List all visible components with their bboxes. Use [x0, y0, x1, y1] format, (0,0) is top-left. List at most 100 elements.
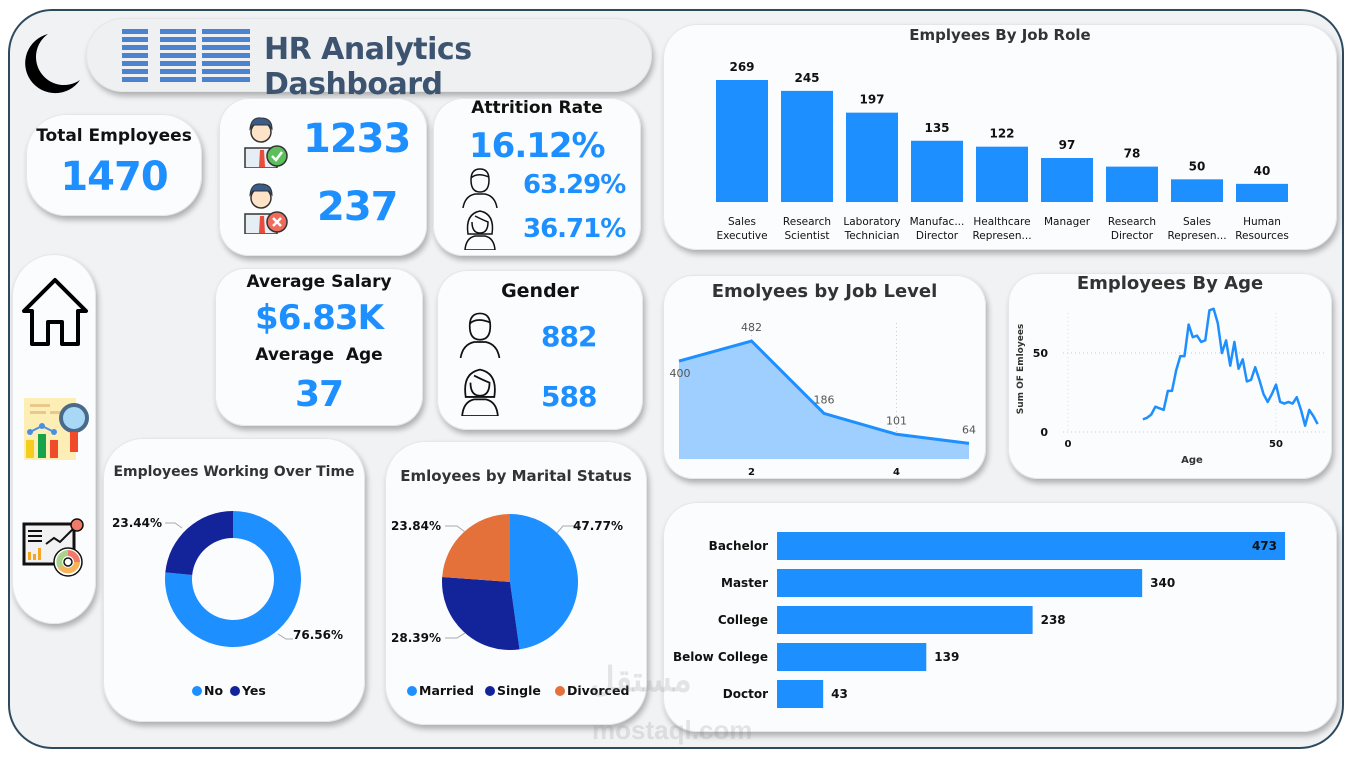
overtime-legend-marker	[230, 686, 240, 696]
gender-card: Gender 882 588	[437, 270, 643, 430]
job-role-category-label: Scientist	[784, 230, 829, 242]
age-chart: 0 50 0 50 Age Sum OF Emloyees	[1016, 307, 1326, 466]
employee-status-card: 1233 237	[219, 98, 427, 256]
overtime-slice	[165, 511, 233, 575]
job-role-category-label: Manager	[1044, 216, 1091, 228]
marital-legend-label: Divorced	[567, 683, 629, 698]
overtime-chart-card: Employees Working Over Time 76.56% 23.44%…	[103, 438, 365, 722]
education-bar-value: 473	[1252, 539, 1277, 553]
dashboard-chart-icon[interactable]	[22, 516, 88, 578]
marital-data-label: 28.39%	[391, 631, 441, 645]
job-role-bar-value: 78	[1124, 147, 1141, 161]
education-bar	[777, 569, 1143, 597]
education-category-label: Below College	[673, 650, 768, 664]
male-icon	[459, 312, 501, 358]
job-role-category-label: Technician	[844, 230, 900, 242]
male-count: 882	[541, 320, 597, 353]
header-card: IBM HR Analytics Dashboard	[86, 18, 652, 102]
overtime-slice	[165, 511, 301, 647]
education-bar	[777, 606, 1033, 634]
job-role-bar-value: 122	[989, 127, 1014, 141]
age-y-tick: 0	[1040, 426, 1048, 439]
job-role-category-label: Research	[783, 216, 831, 228]
job-role-chart: 269 Sales Executive 245 Research Scientist 197…	[716, 60, 1289, 242]
job-role-category-label: Human	[1243, 216, 1281, 228]
job-level-data-label: 482	[741, 321, 762, 334]
overtime-legend-marker	[192, 686, 202, 696]
job-level-line	[678, 339, 970, 445]
job-role-category-label: Manufac...	[910, 216, 965, 228]
job-role-category-label: Director	[1111, 230, 1154, 242]
education-bar-value: 340	[1150, 576, 1175, 590]
job-role-bar	[716, 80, 768, 202]
attrition-female-pct: 36.71%	[523, 214, 626, 244]
job-level-data-label: 101	[886, 414, 907, 427]
job-role-category-label: Director	[916, 230, 959, 242]
job-role-bar	[1171, 179, 1223, 202]
salary-age-card: Average Salary $6.83K Average Age 37	[215, 268, 423, 426]
job-level-x-tick: 2	[748, 467, 755, 478]
marital-legend-marker	[485, 686, 495, 696]
job-role-category-label: Sales	[1183, 216, 1211, 228]
marital-data-label: 23.84%	[391, 519, 441, 533]
job-role-category-label: Laboratory	[843, 216, 900, 228]
job-role-bar-value: 269	[729, 60, 754, 74]
total-employees-label: Total Employees	[36, 126, 192, 146]
job-role-bar	[911, 140, 963, 202]
education-bar-value: 238	[1041, 613, 1066, 627]
job-role-bar-value: 40	[1254, 164, 1271, 178]
job-role-category-label: Research	[1108, 216, 1156, 228]
marital-slice	[442, 577, 520, 650]
education-category-label: Doctor	[723, 687, 768, 701]
job-level-chart-title: Emolyees by Job Level	[711, 281, 938, 302]
sidebar	[12, 254, 96, 624]
age-chart-title: Employees By Age	[1076, 273, 1264, 294]
overtime-leader-line	[277, 633, 293, 640]
ibm-logo: IBM	[122, 27, 250, 83]
job-role-bar-value: 50	[1189, 159, 1206, 173]
moon-icon[interactable]	[18, 30, 84, 96]
education-category-label: College	[718, 613, 768, 627]
avg-age-value: 37	[294, 374, 344, 415]
overtime-donut-chart: 76.56% 23.44% No Yes	[112, 511, 343, 698]
report-magnifier-icon[interactable]	[22, 396, 90, 464]
marital-slice	[510, 514, 579, 650]
age-y-tick: 50	[1033, 347, 1049, 360]
marital-legend-label: Married	[419, 683, 474, 698]
job-role-bar	[1106, 166, 1158, 202]
total-employees-card: Total Employees 1470	[26, 114, 202, 216]
job-level-data-label: 186	[814, 393, 835, 406]
education-bar-chart: Bachelor 473 Master 340 College 238 Below Coll…	[673, 532, 1285, 708]
job-role-bar-value: 97	[1059, 138, 1076, 152]
attrited-employees-value: 237	[317, 184, 398, 230]
avg-salary-value: $6.83K	[255, 298, 384, 338]
education-bar-value: 43	[831, 687, 848, 701]
age-chart-card: Employees By Age 0 50 0 50 Age Sum OF Emloyee…	[1008, 273, 1332, 479]
job-role-bar	[976, 146, 1028, 202]
avg-age-label: Average Age	[255, 345, 383, 365]
dashboard-title: HR Analytics Dashboard	[264, 32, 472, 102]
education-category-label: Master	[721, 576, 768, 590]
home-icon[interactable]	[20, 276, 90, 348]
active-employees-value: 1233	[303, 116, 411, 162]
age-x-axis-label: Age	[1181, 455, 1203, 466]
job-level-data-label: 400	[670, 367, 691, 380]
job-role-bar	[1236, 183, 1288, 202]
job-role-bar	[846, 112, 898, 202]
female-icon	[461, 368, 499, 416]
age-x-tick: 0	[1065, 439, 1072, 450]
total-employees-value: 1470	[60, 154, 168, 200]
marital-leader-line	[556, 525, 577, 534]
employee-check-icon	[244, 117, 288, 168]
job-level-chart: 400 482 186 101 64 2 4	[670, 321, 977, 478]
job-level-chart-card: Emolyees by Job Level 400 482 186 101 64 2 4	[663, 275, 986, 479]
job-role-bar-value: 135	[924, 121, 949, 135]
marital-slice	[442, 514, 510, 582]
overtime-leader-line	[165, 522, 183, 529]
overtime-data-label: 76.56%	[293, 628, 343, 642]
education-bar-value: 139	[934, 650, 959, 664]
employee-cross-icon	[244, 183, 288, 234]
attrition-male-pct: 63.29%	[523, 170, 626, 200]
education-bar	[777, 680, 824, 708]
attrition-label: Attrition Rate	[471, 98, 603, 118]
